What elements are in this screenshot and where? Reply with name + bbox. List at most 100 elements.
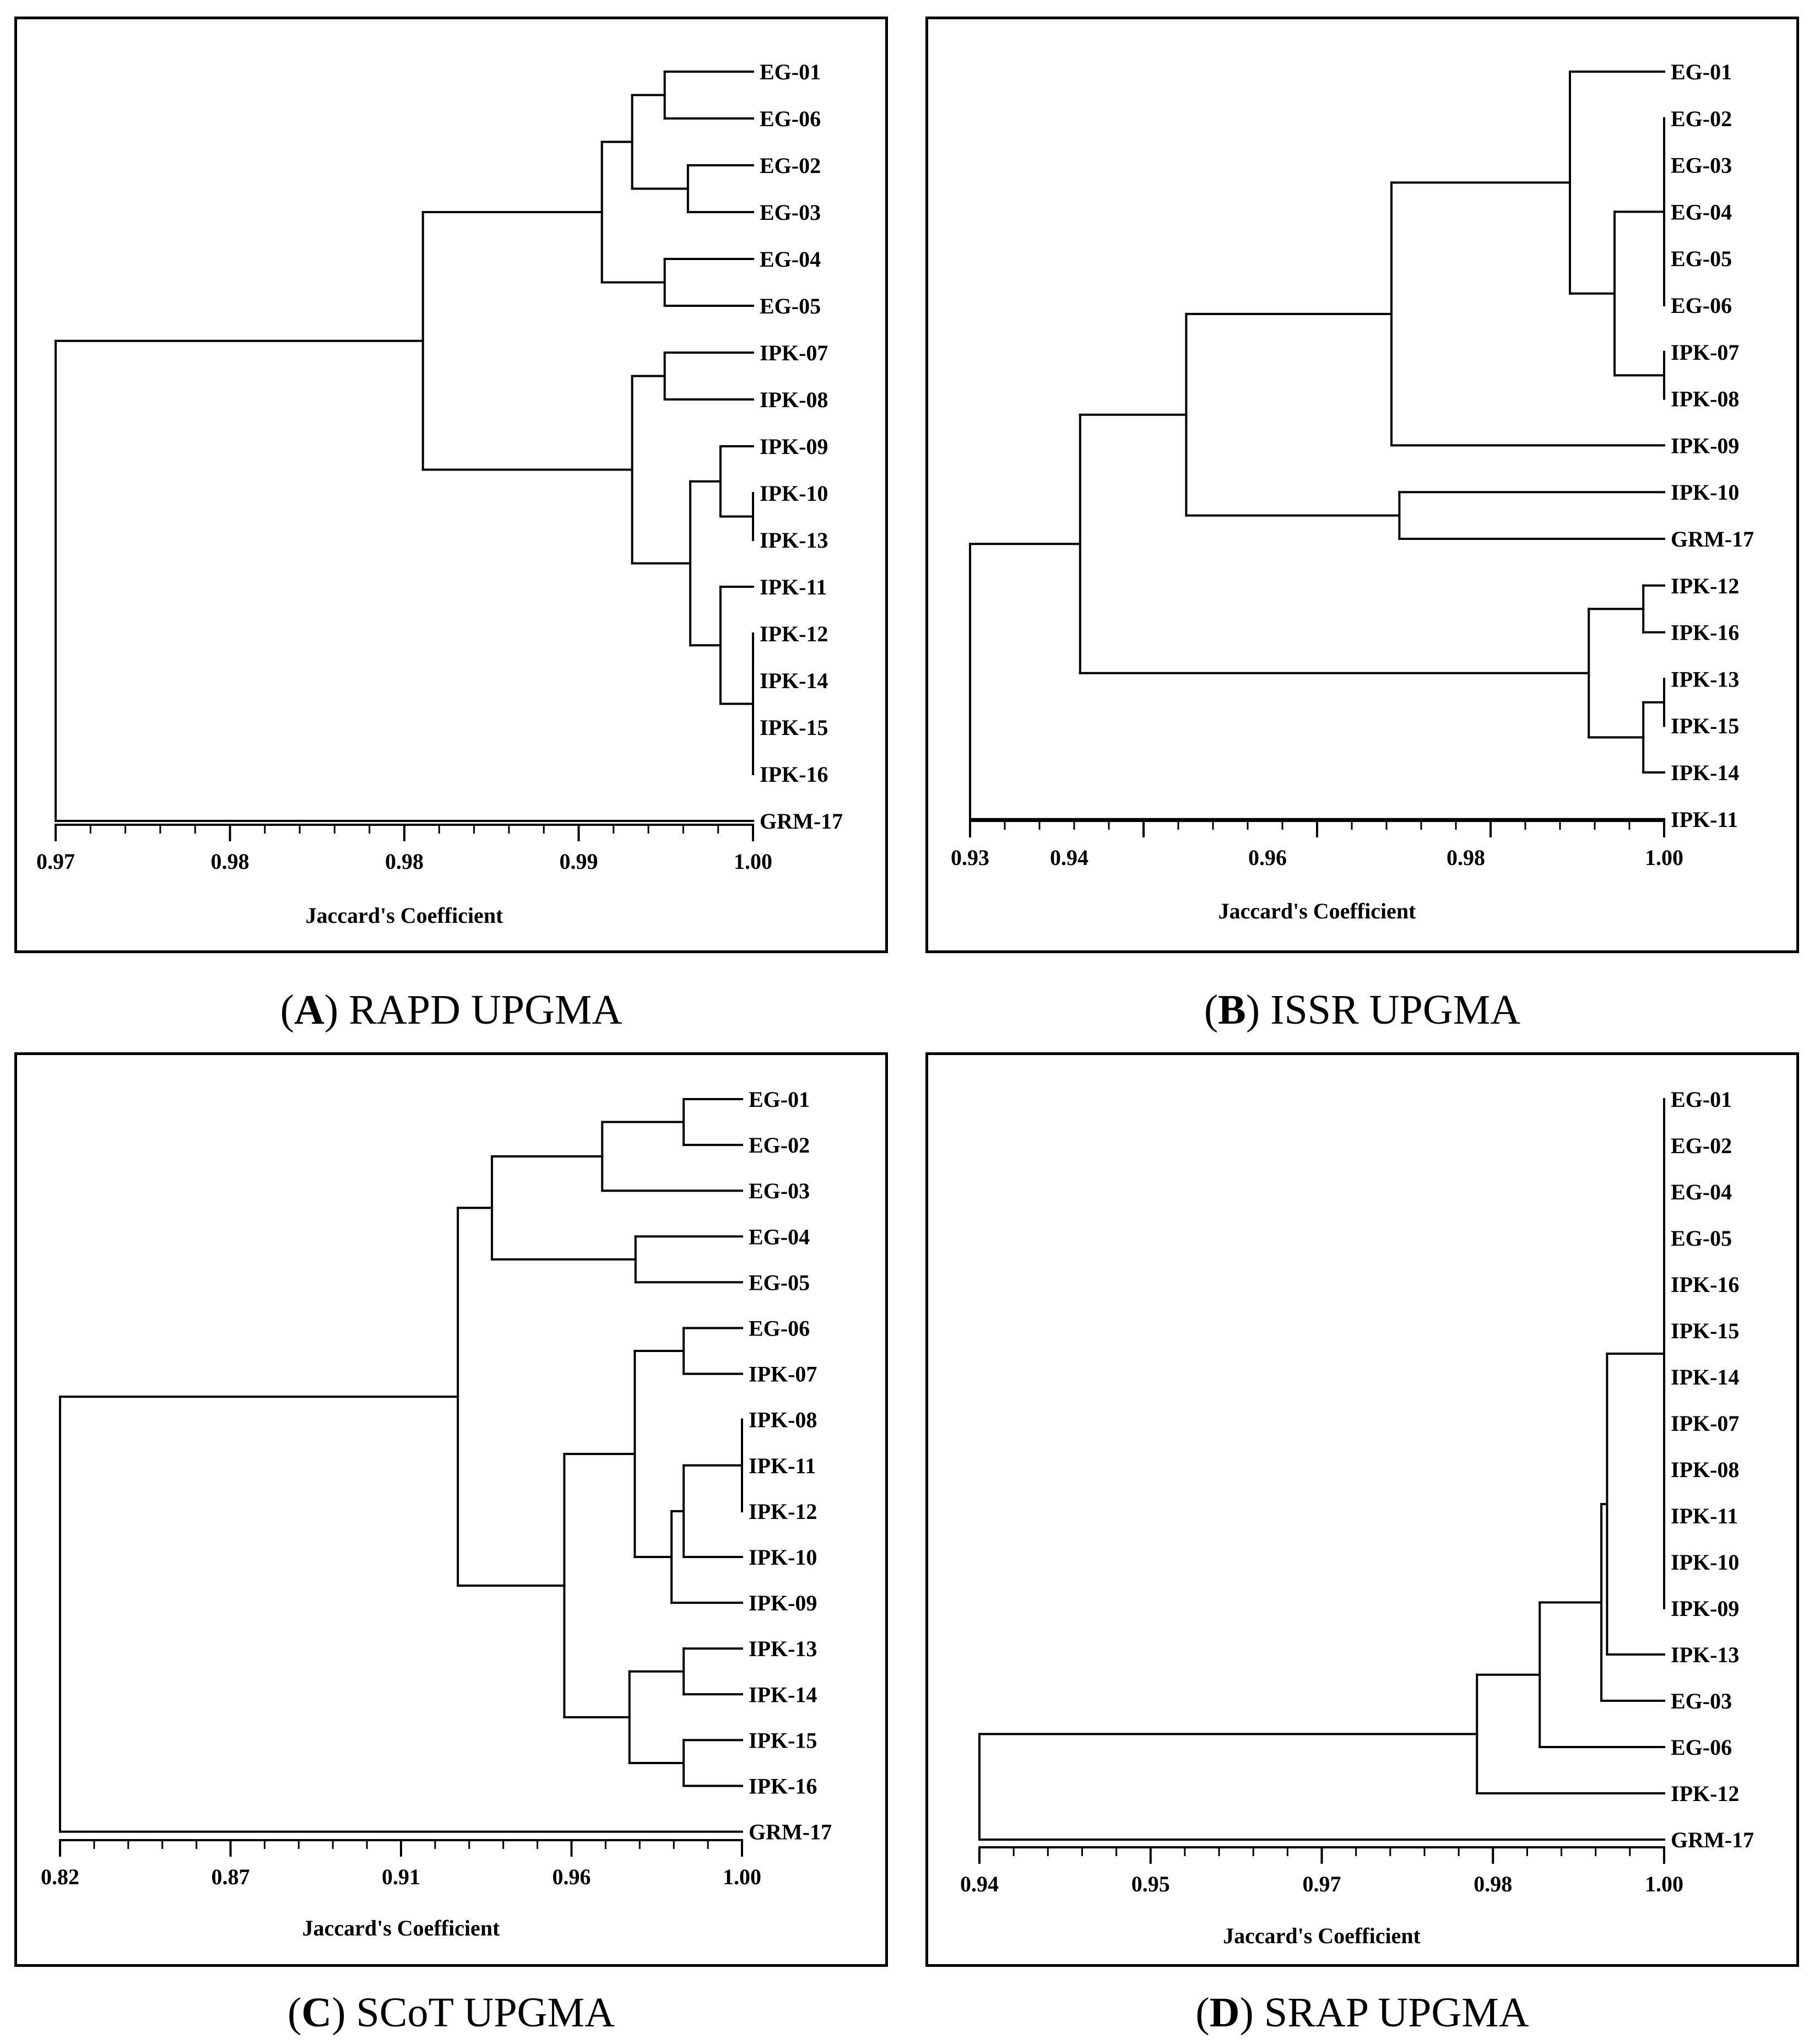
leaf-label-ipk-15: IPK-15 (1671, 713, 1739, 738)
x-tick-label: 0.99 (560, 849, 598, 874)
caption-d: (D) SRAP UPGMA (1195, 1989, 1529, 2036)
x-axis-title: Jaccard's Coefficient (302, 1916, 500, 1940)
caption-a-text: RAPD UPGMA (349, 987, 622, 1033)
leaf-label-ipk-07: IPK-07 (1671, 340, 1739, 365)
leaf-label-ipk-16: IPK-16 (1671, 620, 1739, 645)
leaf-label-grm-17: GRM-17 (1671, 527, 1754, 551)
leaf-label-eg-05: EG-05 (1671, 246, 1732, 271)
leaf-label-ipk-13: IPK-13 (1671, 1642, 1739, 1667)
leaf-label-eg-02: EG-02 (1671, 106, 1732, 131)
leaf-label-ipk-14: IPK-14 (1671, 1365, 1739, 1389)
caption-d-text: SRAP UPGMA (1264, 1989, 1529, 2036)
leaf-label-ipk-14: IPK-14 (749, 1682, 817, 1707)
leaf-label-ipk-12: IPK-12 (1671, 1781, 1739, 1806)
leaf-label-eg-01: EG-01 (760, 60, 821, 84)
leaf-label-ipk-11: IPK-11 (1671, 807, 1738, 832)
leaf-label-ipk-12: IPK-12 (760, 621, 828, 646)
leaf-label-ipk-15: IPK-15 (760, 715, 828, 740)
leaf-label-eg-03: EG-03 (1671, 153, 1732, 178)
caption-b: (B) ISSR UPGMA (1204, 987, 1521, 1033)
leaf-label-ipk-08: IPK-08 (1671, 387, 1739, 412)
leaf-label-ipk-10: IPK-10 (760, 481, 828, 506)
x-tick-label: 0.95 (1131, 1872, 1170, 1896)
leaf-label-ipk-11: IPK-11 (749, 1453, 816, 1478)
caption-b-text: ISSR UPGMA (1270, 987, 1521, 1033)
leaf-label-ipk-12: IPK-12 (749, 1499, 817, 1524)
leaf-label-ipk-07: IPK-07 (760, 340, 828, 365)
leaf-label-eg-06: EG-06 (760, 106, 821, 131)
leaf-label-grm-17: GRM-17 (749, 1820, 832, 1845)
caption-d-letter: D (1209, 1989, 1240, 2036)
leaf-label-ipk-16: IPK-16 (749, 1774, 817, 1799)
leaf-label-eg-04: EG-04 (749, 1224, 810, 1249)
leaf-label-ipk-13: IPK-13 (760, 528, 828, 553)
dendrogram-d: EG-01 EG-02 EG-04 EG-05 IPK-16 IPK-15 IPK-14 IP… (960, 1087, 1754, 1948)
leaf-label-eg-03: EG-03 (1671, 1689, 1732, 1713)
leaf-label-ipk-08: IPK-08 (1671, 1457, 1739, 1482)
dendrogram-b: EG-01 EG-02 EG-03 EG-04 EG-05 EG-06 IPK-07 IPK-… (951, 60, 1754, 923)
x-tick-label: 0.97 (1303, 1872, 1341, 1896)
leaf-label-eg-04: EG-04 (760, 247, 821, 272)
leaf-label-eg-05: EG-05 (749, 1270, 810, 1295)
x-tick-label: 1.00 (1645, 845, 1683, 870)
leaf-label-ipk-09: IPK-09 (749, 1591, 817, 1615)
leaf-label-ipk-15: IPK-15 (1671, 1318, 1739, 1343)
x-axis-title: Jaccard's Coefficient (306, 903, 503, 928)
x-tick-label: 0.98 (1474, 1872, 1512, 1896)
leaf-label-eg-06: EG-06 (749, 1316, 810, 1341)
leaf-label-ipk-07: IPK-07 (749, 1362, 817, 1387)
panel-d-srap: EG-01 EG-02 EG-04 EG-05 IPK-16 IPK-15 IPK-14 IP… (925, 1052, 1799, 1967)
leaf-label-ipk-14: IPK-14 (760, 668, 828, 693)
panel-c-scot: EG-01 EG-02 EG-03 EG-04 EG-05 EG-06 IPK-07 IPK-… (14, 1052, 888, 1967)
leaf-label-ipk-10: IPK-10 (1671, 1550, 1739, 1575)
caption-c-text: SCoT UPGMA (356, 1989, 615, 2036)
x-tick-label: 1.00 (1645, 1872, 1683, 1896)
x-tick-label: 0.98 (385, 849, 424, 874)
leaf-label-eg-04: EG-04 (1671, 199, 1732, 224)
leaf-label-ipk-13: IPK-13 (749, 1636, 817, 1661)
dendrogram-a: EG-01 EG-06 EG-02 EG-03 EG-04 EG-05 IPK-07 IPK-… (36, 60, 843, 928)
x-tick-label: 0.96 (1248, 845, 1287, 870)
leaf-label-eg-01: EG-01 (1671, 60, 1732, 84)
leaf-label-ipk-09: IPK-09 (1671, 433, 1739, 458)
x-axis-title: Jaccard's Coefficient (1218, 899, 1416, 923)
x-tick-label: 0.82 (41, 1864, 79, 1889)
leaf-label-eg-05: EG-05 (760, 294, 821, 318)
leaf-label-ipk-09: IPK-09 (1671, 1596, 1739, 1621)
leaf-label-eg-03: EG-03 (760, 200, 821, 225)
leaf-label-eg-02: EG-02 (1671, 1133, 1732, 1158)
x-tick-label: 0.94 (960, 1872, 999, 1896)
x-tick-label: 0.93 (951, 845, 989, 870)
leaf-label-ipk-14: IPK-14 (1671, 760, 1739, 785)
caption-a-letter: A (294, 987, 324, 1033)
leaf-label-grm-17: GRM-17 (760, 809, 843, 834)
leaf-label-ipk-08: IPK-08 (749, 1408, 817, 1432)
leaf-label-ipk-11: IPK-11 (760, 575, 827, 599)
leaf-label-ipk-11: IPK-11 (1671, 1504, 1738, 1528)
leaf-label-eg-02: EG-02 (760, 153, 821, 178)
leaf-label-eg-02: EG-02 (749, 1133, 810, 1158)
x-tick-label: 0.98 (211, 849, 250, 874)
caption-b-letter: B (1218, 987, 1246, 1033)
caption-c: (C) SCoT UPGMA (287, 1989, 615, 2036)
x-tick-label: 0.94 (1050, 845, 1088, 870)
caption-a: (A) RAPD UPGMA (280, 987, 622, 1033)
leaf-label-ipk-09: IPK-09 (760, 434, 828, 459)
leaf-label-eg-04: EG-04 (1671, 1180, 1732, 1204)
x-tick-label: 0.91 (382, 1864, 420, 1889)
leaf-label-eg-03: EG-03 (749, 1178, 810, 1203)
panel-b-issr: EG-01 EG-02 EG-03 EG-04 EG-05 EG-06 IPK-07 IPK-… (925, 17, 1799, 953)
panel-a-rapd: EG-01 EG-06 EG-02 EG-03 EG-04 EG-05 IPK-07 IPK-… (14, 17, 888, 953)
leaf-label-ipk-07: IPK-07 (1671, 1411, 1739, 1436)
leaf-label-eg-06: EG-06 (1671, 293, 1732, 318)
leaf-label-ipk-10: IPK-10 (749, 1545, 817, 1570)
leaf-label-eg-01: EG-01 (1671, 1087, 1732, 1112)
leaf-label-grm-17: GRM-17 (1671, 1827, 1754, 1852)
leaf-label-eg-05: EG-05 (1671, 1226, 1732, 1251)
x-tick-label: 1.00 (723, 1864, 761, 1889)
x-axis-title: Jaccard's Coefficient (1223, 1923, 1421, 1948)
x-tick-label: 0.98 (1447, 845, 1485, 870)
caption-c-letter: C (301, 1989, 332, 2036)
x-tick-label: 0.97 (36, 849, 75, 874)
leaf-label-eg-06: EG-06 (1671, 1735, 1732, 1760)
